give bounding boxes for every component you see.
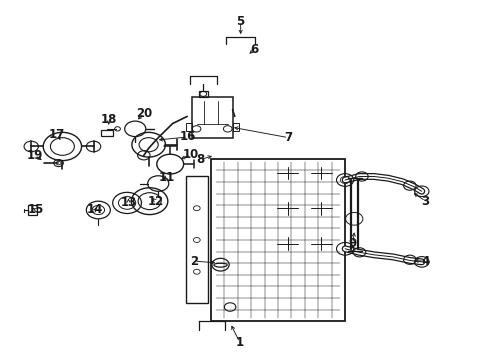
Text: 10: 10 [183,148,199,161]
Text: 17: 17 [48,129,64,141]
Text: 14: 14 [86,203,103,216]
Bar [191,97,232,138]
Text: 8: 8 [196,153,204,166]
Text: 9: 9 [348,237,356,250]
Text: 6: 6 [249,43,258,56]
Text: 15: 15 [28,203,44,216]
Text: 1: 1 [235,336,244,349]
Text: 11: 11 [159,171,175,184]
Bar [28,206,38,215]
Bar [199,91,207,97]
Text: 19: 19 [26,149,43,162]
Bar [185,176,207,303]
Bar [101,130,112,136]
Text: 4: 4 [421,255,429,267]
Text: 3: 3 [421,195,429,208]
Text: 18: 18 [101,113,117,126]
Text: 12: 12 [147,195,163,208]
Bar [185,123,192,131]
Text: 13: 13 [120,197,136,210]
Bar [210,159,345,321]
Text: 7: 7 [284,131,292,144]
Text: 16: 16 [180,130,196,143]
Text: 5: 5 [236,15,244,28]
Bar [232,123,238,131]
Text: 2: 2 [190,255,198,267]
Text: 20: 20 [136,107,152,120]
